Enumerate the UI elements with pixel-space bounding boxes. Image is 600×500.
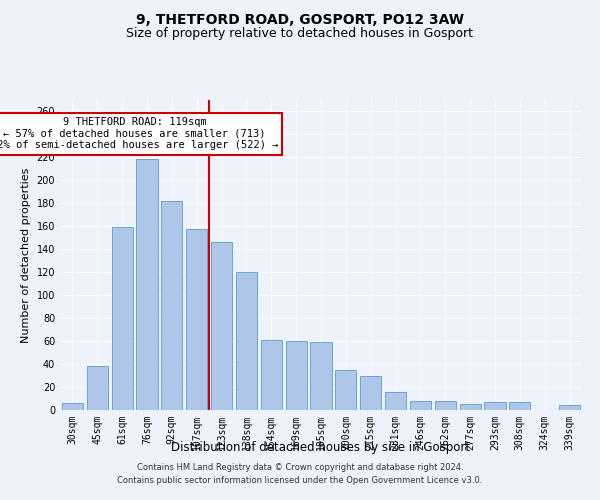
- Bar: [559, 406, 580, 410]
- Text: Contains public sector information licensed under the Open Government Licence v3: Contains public sector information licen…: [118, 476, 482, 485]
- Text: Size of property relative to detached houses in Gosport: Size of property relative to detached ho…: [127, 28, 473, 40]
- Bar: [87, 366, 108, 410]
- Text: 9, THETFORD ROAD, GOSPORT, PO12 3AW: 9, THETFORD ROAD, GOSPORT, PO12 3AW: [136, 12, 464, 26]
- Bar: [360, 376, 381, 410]
- Text: Contains HM Land Registry data © Crown copyright and database right 2024.: Contains HM Land Registry data © Crown c…: [137, 464, 463, 472]
- Bar: [509, 402, 530, 410]
- Bar: [435, 401, 456, 410]
- Bar: [310, 342, 332, 410]
- Bar: [211, 242, 232, 410]
- Bar: [484, 402, 506, 410]
- Y-axis label: Number of detached properties: Number of detached properties: [21, 168, 31, 342]
- Bar: [335, 370, 356, 410]
- Bar: [286, 341, 307, 410]
- Bar: [385, 392, 406, 410]
- Bar: [261, 340, 282, 410]
- Bar: [112, 228, 133, 410]
- Bar: [236, 272, 257, 410]
- Bar: [136, 158, 158, 410]
- Bar: [460, 404, 481, 410]
- Text: 9 THETFORD ROAD: 119sqm
← 57% of detached houses are smaller (713)
42% of semi-d: 9 THETFORD ROAD: 119sqm ← 57% of detache…: [0, 117, 278, 150]
- Bar: [62, 403, 83, 410]
- Text: Distribution of detached houses by size in Gosport: Distribution of detached houses by size …: [172, 441, 470, 454]
- Bar: [186, 228, 207, 410]
- Bar: [410, 401, 431, 410]
- Bar: [161, 201, 182, 410]
